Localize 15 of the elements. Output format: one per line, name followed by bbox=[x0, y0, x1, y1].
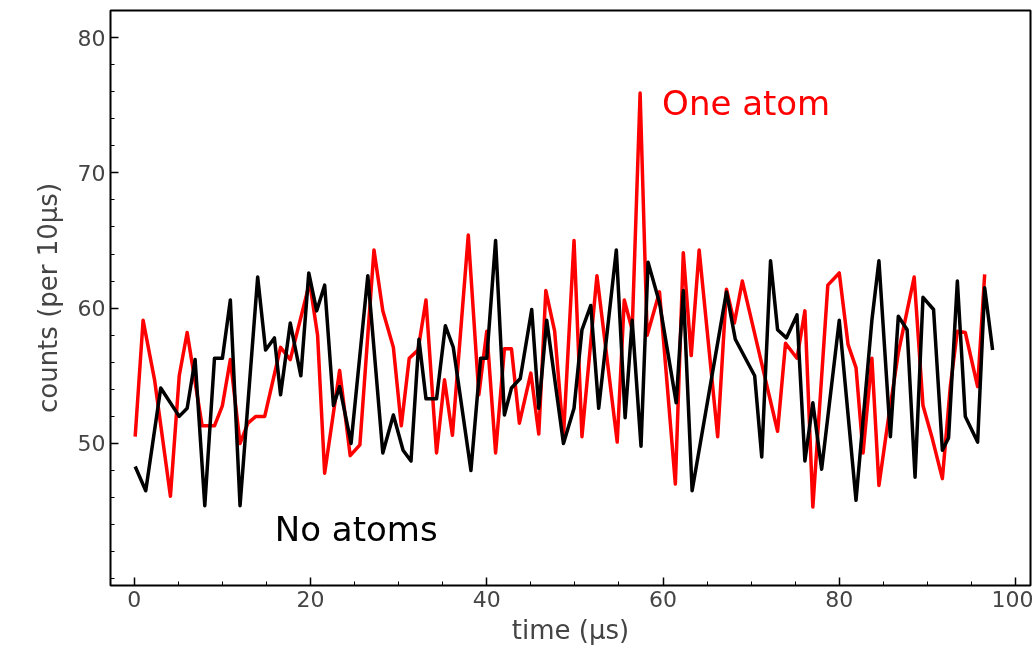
x-tick-label: 20 bbox=[296, 586, 325, 612]
line-series bbox=[133, 238, 995, 508]
y-tick-label: 60 bbox=[77, 296, 106, 322]
series-label: One atom bbox=[662, 83, 831, 124]
series-label: No atoms bbox=[274, 508, 438, 549]
y-tick-label: 50 bbox=[77, 431, 106, 457]
x-tick-label: 100 bbox=[991, 586, 1033, 612]
x-tick-label: 80 bbox=[825, 586, 854, 612]
x-tick-label: 0 bbox=[127, 586, 142, 612]
x-tick-label: 40 bbox=[472, 586, 501, 612]
x-axis-title: time (µs) bbox=[511, 614, 630, 645]
y-tick-label: 70 bbox=[77, 160, 106, 186]
x-tick-label: 60 bbox=[649, 586, 678, 612]
y-axis-title: counts (per 10µs) bbox=[32, 182, 63, 414]
y-tick-label: 80 bbox=[77, 25, 106, 51]
